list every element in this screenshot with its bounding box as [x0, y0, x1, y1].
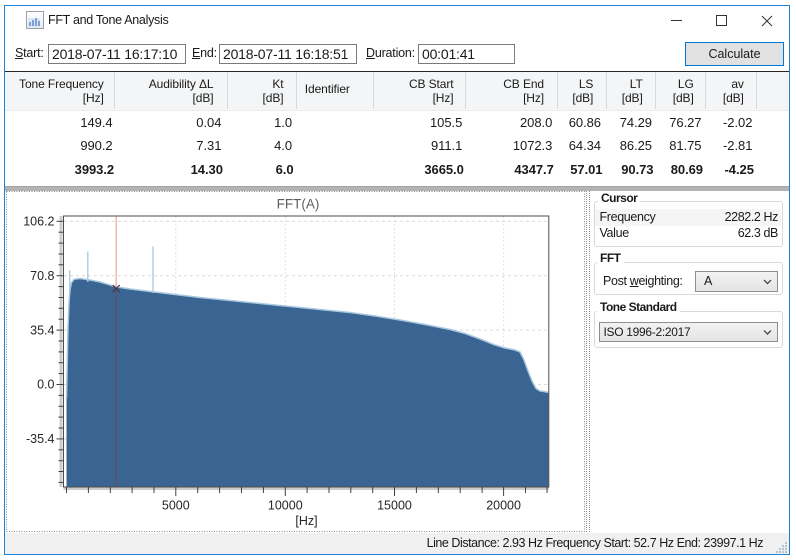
svg-text:70.8: 70.8 — [30, 269, 54, 283]
svg-text:106.2: 106.2 — [23, 215, 54, 229]
svg-text:0.0: 0.0 — [37, 378, 54, 392]
svg-text:10000: 10000 — [268, 499, 303, 513]
svg-text:5000: 5000 — [162, 499, 190, 513]
svg-text:35.4: 35.4 — [30, 323, 54, 337]
svg-text:15000: 15000 — [377, 499, 412, 513]
svg-text:FFT(A): FFT(A) — [277, 197, 320, 212]
svg-text:[Hz]: [Hz] — [295, 514, 317, 528]
svg-text:20000: 20000 — [486, 499, 521, 513]
svg-text:-35.4: -35.4 — [26, 432, 55, 446]
